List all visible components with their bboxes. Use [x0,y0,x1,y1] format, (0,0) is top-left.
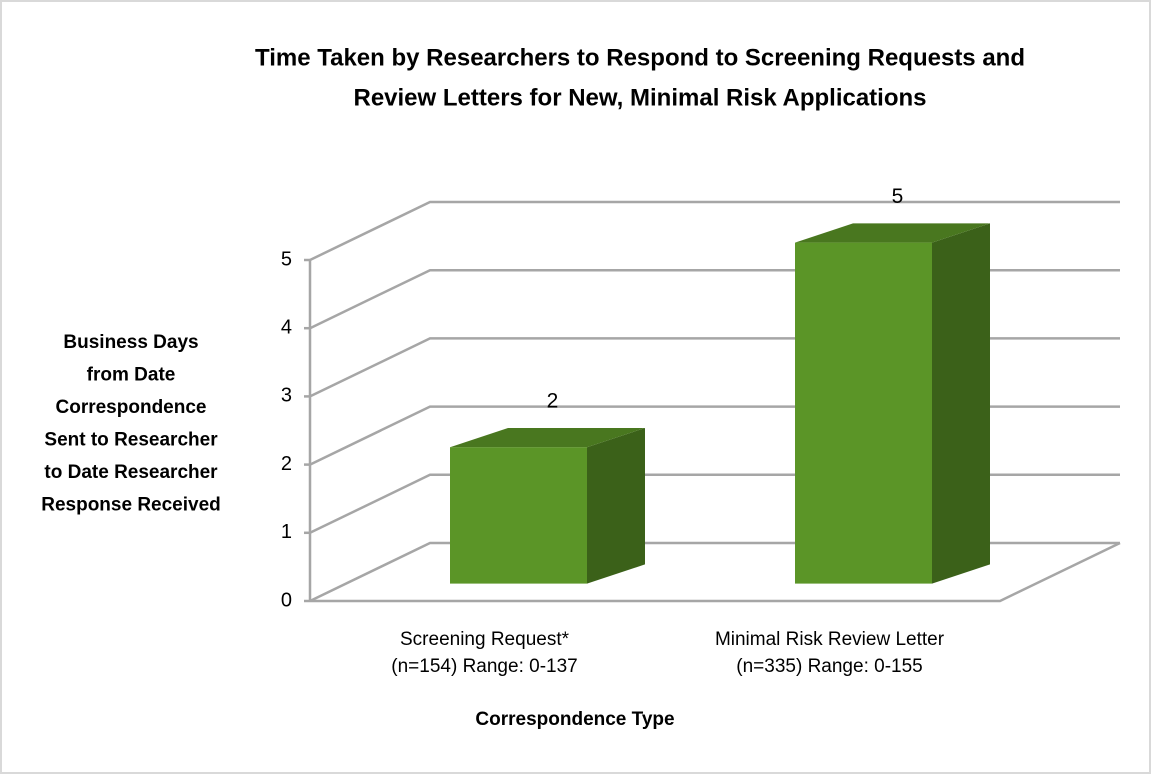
x-tick-label: (n=154) Range: 0-137 [391,656,577,677]
y-axis-label: Correspondence [56,397,207,418]
y-tick-label: 2 [281,453,292,475]
value-label: 2 [547,390,559,413]
value-label: 5 [892,185,904,208]
chart-title: Review Letters for New, Minimal Risk App… [353,84,926,111]
bar-side [587,428,645,584]
bar-top [450,428,645,448]
y-axis-label: from Date [87,365,176,386]
y-tick-label: 1 [281,521,292,543]
grid-line [309,200,1120,262]
x-tick-label: Screening Request* [400,629,570,650]
y-tick-label: 5 [281,248,292,270]
bar-side [932,223,990,584]
x-tick-label: (n=335) Range: 0-155 [736,656,922,677]
y-axis-label: to Date Researcher [44,462,218,483]
bar [795,242,932,584]
y-axis-label: Response Received [41,495,221,516]
y-axis-label: Sent to Researcher [44,430,218,451]
x-tick-label: Minimal Risk Review Letter [715,629,945,650]
floor-edge [310,541,1121,603]
bar-top [795,223,990,243]
y-tick-label: 3 [281,385,292,407]
x-axis-label: Correspondence Type [475,709,674,730]
y-axis-label: Business Days [63,332,198,353]
chart-title: Time Taken by Researchers to Respond to … [255,44,1025,71]
y-tick-label: 4 [281,316,292,338]
bar [450,447,587,584]
y-tick-label: 0 [281,589,292,611]
